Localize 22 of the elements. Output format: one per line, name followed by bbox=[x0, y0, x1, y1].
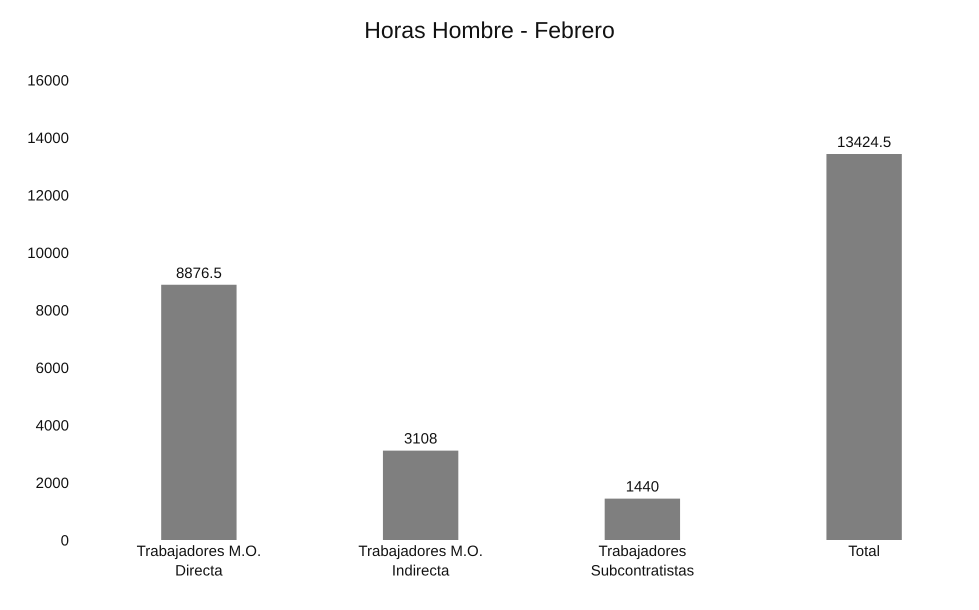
data-label: 1440 bbox=[626, 478, 660, 496]
y-tick-label: 12000 bbox=[27, 187, 69, 204]
bar bbox=[382, 450, 458, 540]
chart-title: Horas Hombre - Febrero bbox=[364, 17, 615, 44]
y-tick-label: 8000 bbox=[36, 302, 69, 320]
y-tick-label: 2000 bbox=[36, 474, 69, 492]
x-tick-label: Trabajadores Subcontratistas bbox=[590, 543, 694, 580]
x-tick-label: Trabajadores M.O. Directa bbox=[136, 543, 262, 580]
y-tick-label: 16000 bbox=[27, 72, 69, 90]
data-label: 3108 bbox=[404, 430, 438, 448]
y-tick-label: 6000 bbox=[36, 360, 69, 377]
data-label: 8876.5 bbox=[176, 264, 222, 282]
data-label: 13424.5 bbox=[837, 134, 892, 152]
y-tick-label: 10000 bbox=[27, 244, 69, 262]
y-tick-label: 0 bbox=[60, 532, 69, 550]
bar bbox=[604, 498, 680, 540]
bar bbox=[826, 154, 902, 540]
y-tick-label: 4000 bbox=[36, 417, 69, 434]
bar bbox=[161, 284, 237, 540]
x-tick-label: Total bbox=[848, 543, 880, 560]
x-tick-label: Trabajadores M.O. Indirecta bbox=[358, 543, 483, 580]
y-tick-label: 14000 bbox=[27, 130, 69, 147]
